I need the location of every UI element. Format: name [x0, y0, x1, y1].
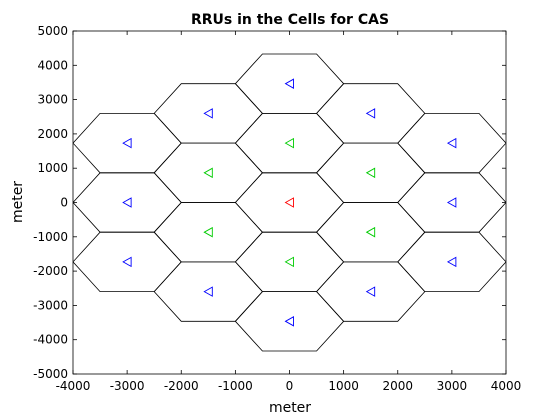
x-tick-label: 0 [286, 379, 294, 393]
rru-marker-13 [284, 316, 294, 327]
cell-hexagon-18 [153, 83, 263, 144]
rru-marker-15 [122, 256, 132, 268]
rru-marker-0 [284, 197, 294, 208]
rru-marker-14 [203, 286, 213, 297]
y-tick-label: 2000 [37, 127, 68, 141]
y-tick-label: 5000 [37, 24, 68, 38]
rru-marker-5 [203, 226, 213, 238]
x-tick-label: -3000 [110, 379, 145, 393]
y-tick-label: -3000 [33, 298, 68, 312]
cells-layer [73, 53, 506, 352]
chart-title: RRUs in the Cells for CAS [191, 12, 389, 28]
y-axis-label: meter [10, 181, 26, 223]
rru-marker-12 [365, 286, 376, 297]
rru-marker-17 [122, 137, 132, 149]
rru-marker-6 [203, 167, 213, 179]
y-tick-label: 1000 [37, 161, 68, 175]
y-tick-label: 4000 [37, 58, 68, 72]
y-tick-label: -4000 [33, 333, 68, 347]
rru-marker-16 [122, 197, 132, 208]
x-tick-label: -1000 [218, 379, 253, 393]
rru-marker-11 [446, 256, 457, 268]
plot-frame [72, 30, 507, 375]
x-tick-label: 4000 [491, 379, 522, 393]
ticks-layer: -4000 -3000 -2000 -1000 0 1000 2000 3000 4000 -50… [33, 24, 521, 393]
x-tick-label: -4000 [56, 379, 91, 393]
x-axis-label: meter [269, 400, 311, 416]
y-tick-label: -5000 [33, 367, 68, 381]
x-tick-label: -2000 [164, 379, 199, 393]
rru-marker-3 [365, 226, 376, 238]
rru-marker-4 [284, 256, 294, 268]
rru-marker-2 [365, 167, 376, 179]
x-tick-label: 2000 [382, 379, 413, 393]
y-tick-label: 3000 [37, 93, 68, 107]
x-tick-label: 1000 [328, 379, 359, 393]
rru-marker-7 [284, 78, 294, 89]
rru-marker-8 [365, 108, 376, 119]
rru-marker-9 [446, 137, 457, 149]
rru-marker-1 [284, 137, 294, 149]
x-tick-label: 3000 [437, 379, 468, 393]
y-tick-label: 0 [60, 196, 68, 210]
rru-marker-10 [446, 197, 457, 208]
rru-marker-18 [203, 108, 213, 119]
y-tick-label: -1000 [33, 230, 68, 244]
y-tick-label: -2000 [33, 264, 68, 278]
markers-layer [122, 78, 457, 327]
